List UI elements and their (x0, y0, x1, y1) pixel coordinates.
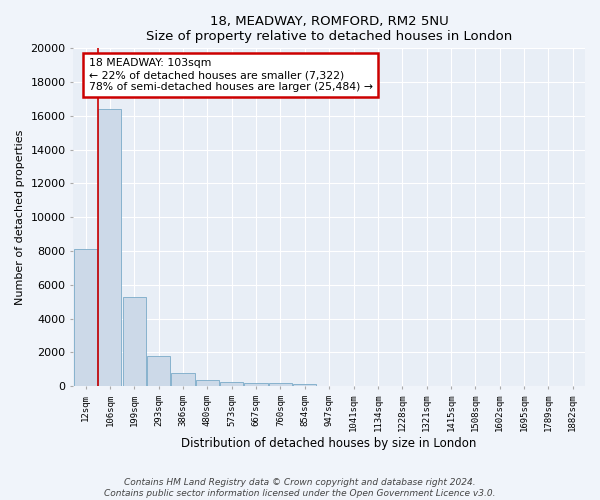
Title: 18, MEADWAY, ROMFORD, RM2 5NU
Size of property relative to detached houses in Lo: 18, MEADWAY, ROMFORD, RM2 5NU Size of pr… (146, 15, 512, 43)
Bar (196, 380, 219, 386)
Bar (74, 250, 97, 386)
Bar (147, 356, 170, 386)
Bar (172, 373, 194, 386)
Text: 18 MEADWAY: 103sqm
← 22% of detached houses are smaller (7,322)
78% of semi-deta: 18 MEADWAY: 103sqm ← 22% of detached hou… (89, 58, 373, 92)
Bar (122, 296, 146, 386)
Bar (98, 109, 121, 386)
Y-axis label: Number of detached properties: Number of detached properties (15, 130, 25, 305)
Text: Contains HM Land Registry data © Crown copyright and database right 2024.
Contai: Contains HM Land Registry data © Crown c… (104, 478, 496, 498)
X-axis label: Distribution of detached houses by size in London: Distribution of detached houses by size … (181, 437, 477, 450)
Bar (244, 383, 268, 386)
Bar (220, 382, 243, 386)
Bar (269, 383, 292, 386)
Bar (293, 384, 316, 386)
